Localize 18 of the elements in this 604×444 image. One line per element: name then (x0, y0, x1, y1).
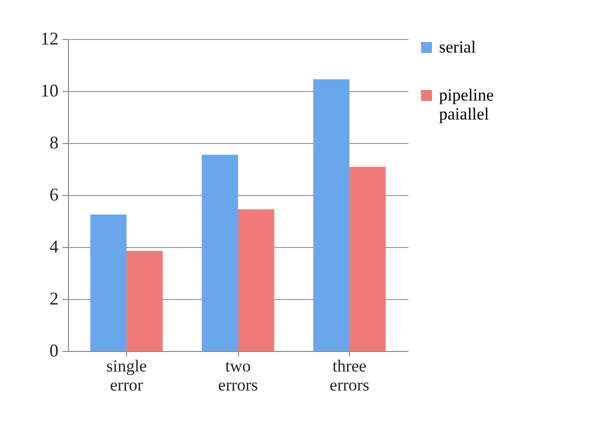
y-tick-label: 0 (50, 340, 58, 360)
x-tick-label: single error (106, 356, 147, 394)
bar (202, 154, 238, 351)
legend-label: pipeline paiallel (439, 86, 494, 124)
legend-label: serial (439, 38, 476, 56)
y-tick-label: 2 (50, 288, 58, 308)
bar (126, 250, 163, 351)
x-tick-label: two errors (218, 356, 258, 394)
bar (313, 79, 350, 351)
y-tick-label: 12 (40, 28, 58, 48)
y-tick-label: 4 (50, 236, 58, 256)
y-tick-label: 10 (40, 80, 58, 100)
y-tick-label: 6 (50, 184, 58, 204)
y-tick-label: 8 (50, 132, 58, 152)
bar (90, 214, 127, 351)
bar (349, 166, 386, 351)
bar (238, 209, 274, 351)
x-tick-label: three errors (330, 356, 370, 394)
